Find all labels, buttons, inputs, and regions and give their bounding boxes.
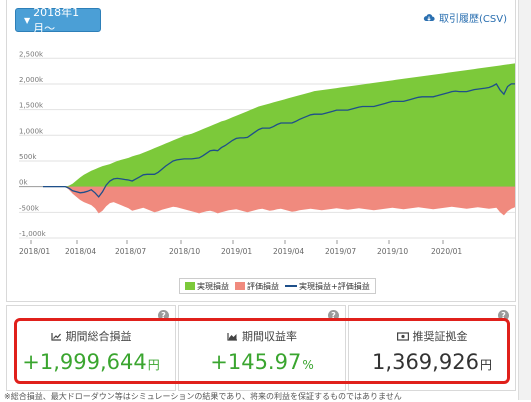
y-tick-label: 0k [19, 179, 28, 187]
kpi-title: 期間収益率 [179, 328, 345, 344]
x-tick-label: 2018/04 [65, 247, 96, 256]
kpi-total-pnl: ? 期間総合損益 +1,999,644円 [6, 305, 176, 391]
area-chart-icon [227, 332, 237, 341]
help-icon[interactable]: ? [328, 310, 339, 321]
kpi-value-unit: % [302, 358, 314, 372]
period-select-button[interactable]: ▼ 2018年1月〜 [15, 6, 101, 35]
caret-down-icon: ▼ [24, 15, 31, 25]
y-tick-label: -1,000k [19, 230, 47, 238]
banknote-icon [396, 331, 409, 341]
series-realized-area [43, 63, 515, 187]
y-tick-label: 2,500k [19, 50, 44, 58]
y-tick-label: 1,500k [19, 102, 44, 110]
y-tick-label: 500k [19, 153, 37, 161]
kpi-value-unit: 円 [479, 358, 492, 372]
kpi-title-text: 期間収益率 [242, 330, 297, 343]
legend-label-total: 実現損益+評価損益 [299, 281, 370, 291]
legend-label-unrealized: 評価損益 [247, 281, 279, 291]
x-tick-label: 2019/10 [377, 247, 408, 256]
help-icon[interactable]: ? [498, 310, 509, 321]
right-scroll-strip [518, 0, 531, 400]
chart-legend: 実現損益 評価損益 実現損益+評価損益 [179, 278, 376, 294]
legend-swatch-realized [185, 282, 195, 290]
x-tick-label: 2020/01 [431, 247, 462, 256]
legend-swatch-unrealized [235, 282, 245, 290]
kpi-value: 1,369,926円 [349, 350, 515, 374]
kpi-title-text: 推奨証拠金 [412, 330, 468, 343]
kpi-value-number: +1,999,644 [22, 350, 147, 374]
series-total-line [43, 83, 515, 198]
pnl-chart: 2,500k 2,000k 1,500k 1,000k 500k 0k -500k -1,00… [19, 50, 515, 256]
legend-label-realized: 実現損益 [197, 281, 229, 291]
legend-item-unrealized: 評価損益 [235, 281, 279, 292]
legend-item-realized: 実現損益 [185, 281, 229, 292]
y-tick-label: 2,000k [19, 76, 44, 84]
y-tick-label: -500k [19, 204, 40, 212]
kpi-value: +145.97% [179, 350, 345, 374]
csv-download-link[interactable]: 取引履歴(CSV) [423, 10, 507, 25]
kpi-value-number: 1,369,926 [372, 350, 479, 374]
period-label: 2018年1月〜 [33, 6, 80, 35]
kpi-value-number: +145.97 [210, 350, 302, 374]
kpi-title: 期間総合損益 [7, 328, 175, 344]
x-tick-label: 2019/01 [221, 247, 252, 256]
csv-link-label: 取引履歴(CSV) [439, 14, 507, 25]
kpi-value: +1,999,644円 [7, 350, 175, 374]
cloud-download-icon [423, 13, 435, 21]
kpi-title-text: 期間総合損益 [65, 330, 132, 343]
kpi-return-rate: ? 期間収益率 +145.97% [178, 305, 346, 391]
x-tick-label: 2018/10 [169, 247, 200, 256]
disclaimer-footnote: ※総合損益、最大ドローダウン等はシミュレーションの結果であり、将来の利益を保証す… [4, 392, 402, 401]
chart-panel: ▼ 2018年1月〜 取引履歴(CSV) 2,500k 2,000k 1,500k 1… [6, 0, 516, 302]
kpi-value-unit: 円 [147, 358, 160, 372]
x-tick-label: 2019/07 [325, 247, 356, 256]
series-unrealized-area [43, 186, 515, 216]
x-tick-label: 2019/04 [273, 247, 304, 256]
help-icon[interactable]: ? [158, 310, 169, 321]
line-chart-icon [50, 332, 61, 341]
x-tick-label: 2018/01 [19, 247, 50, 256]
legend-swatch-total [285, 285, 297, 287]
legend-item-total: 実現損益+評価損益 [285, 281, 370, 292]
kpi-recommended-margin: ? 推奨証拠金 1,369,926円 [348, 305, 516, 391]
kpi-title: 推奨証拠金 [349, 328, 515, 344]
y-tick-label: 1,000k [19, 127, 44, 135]
x-tick-label: 2018/07 [115, 247, 146, 256]
